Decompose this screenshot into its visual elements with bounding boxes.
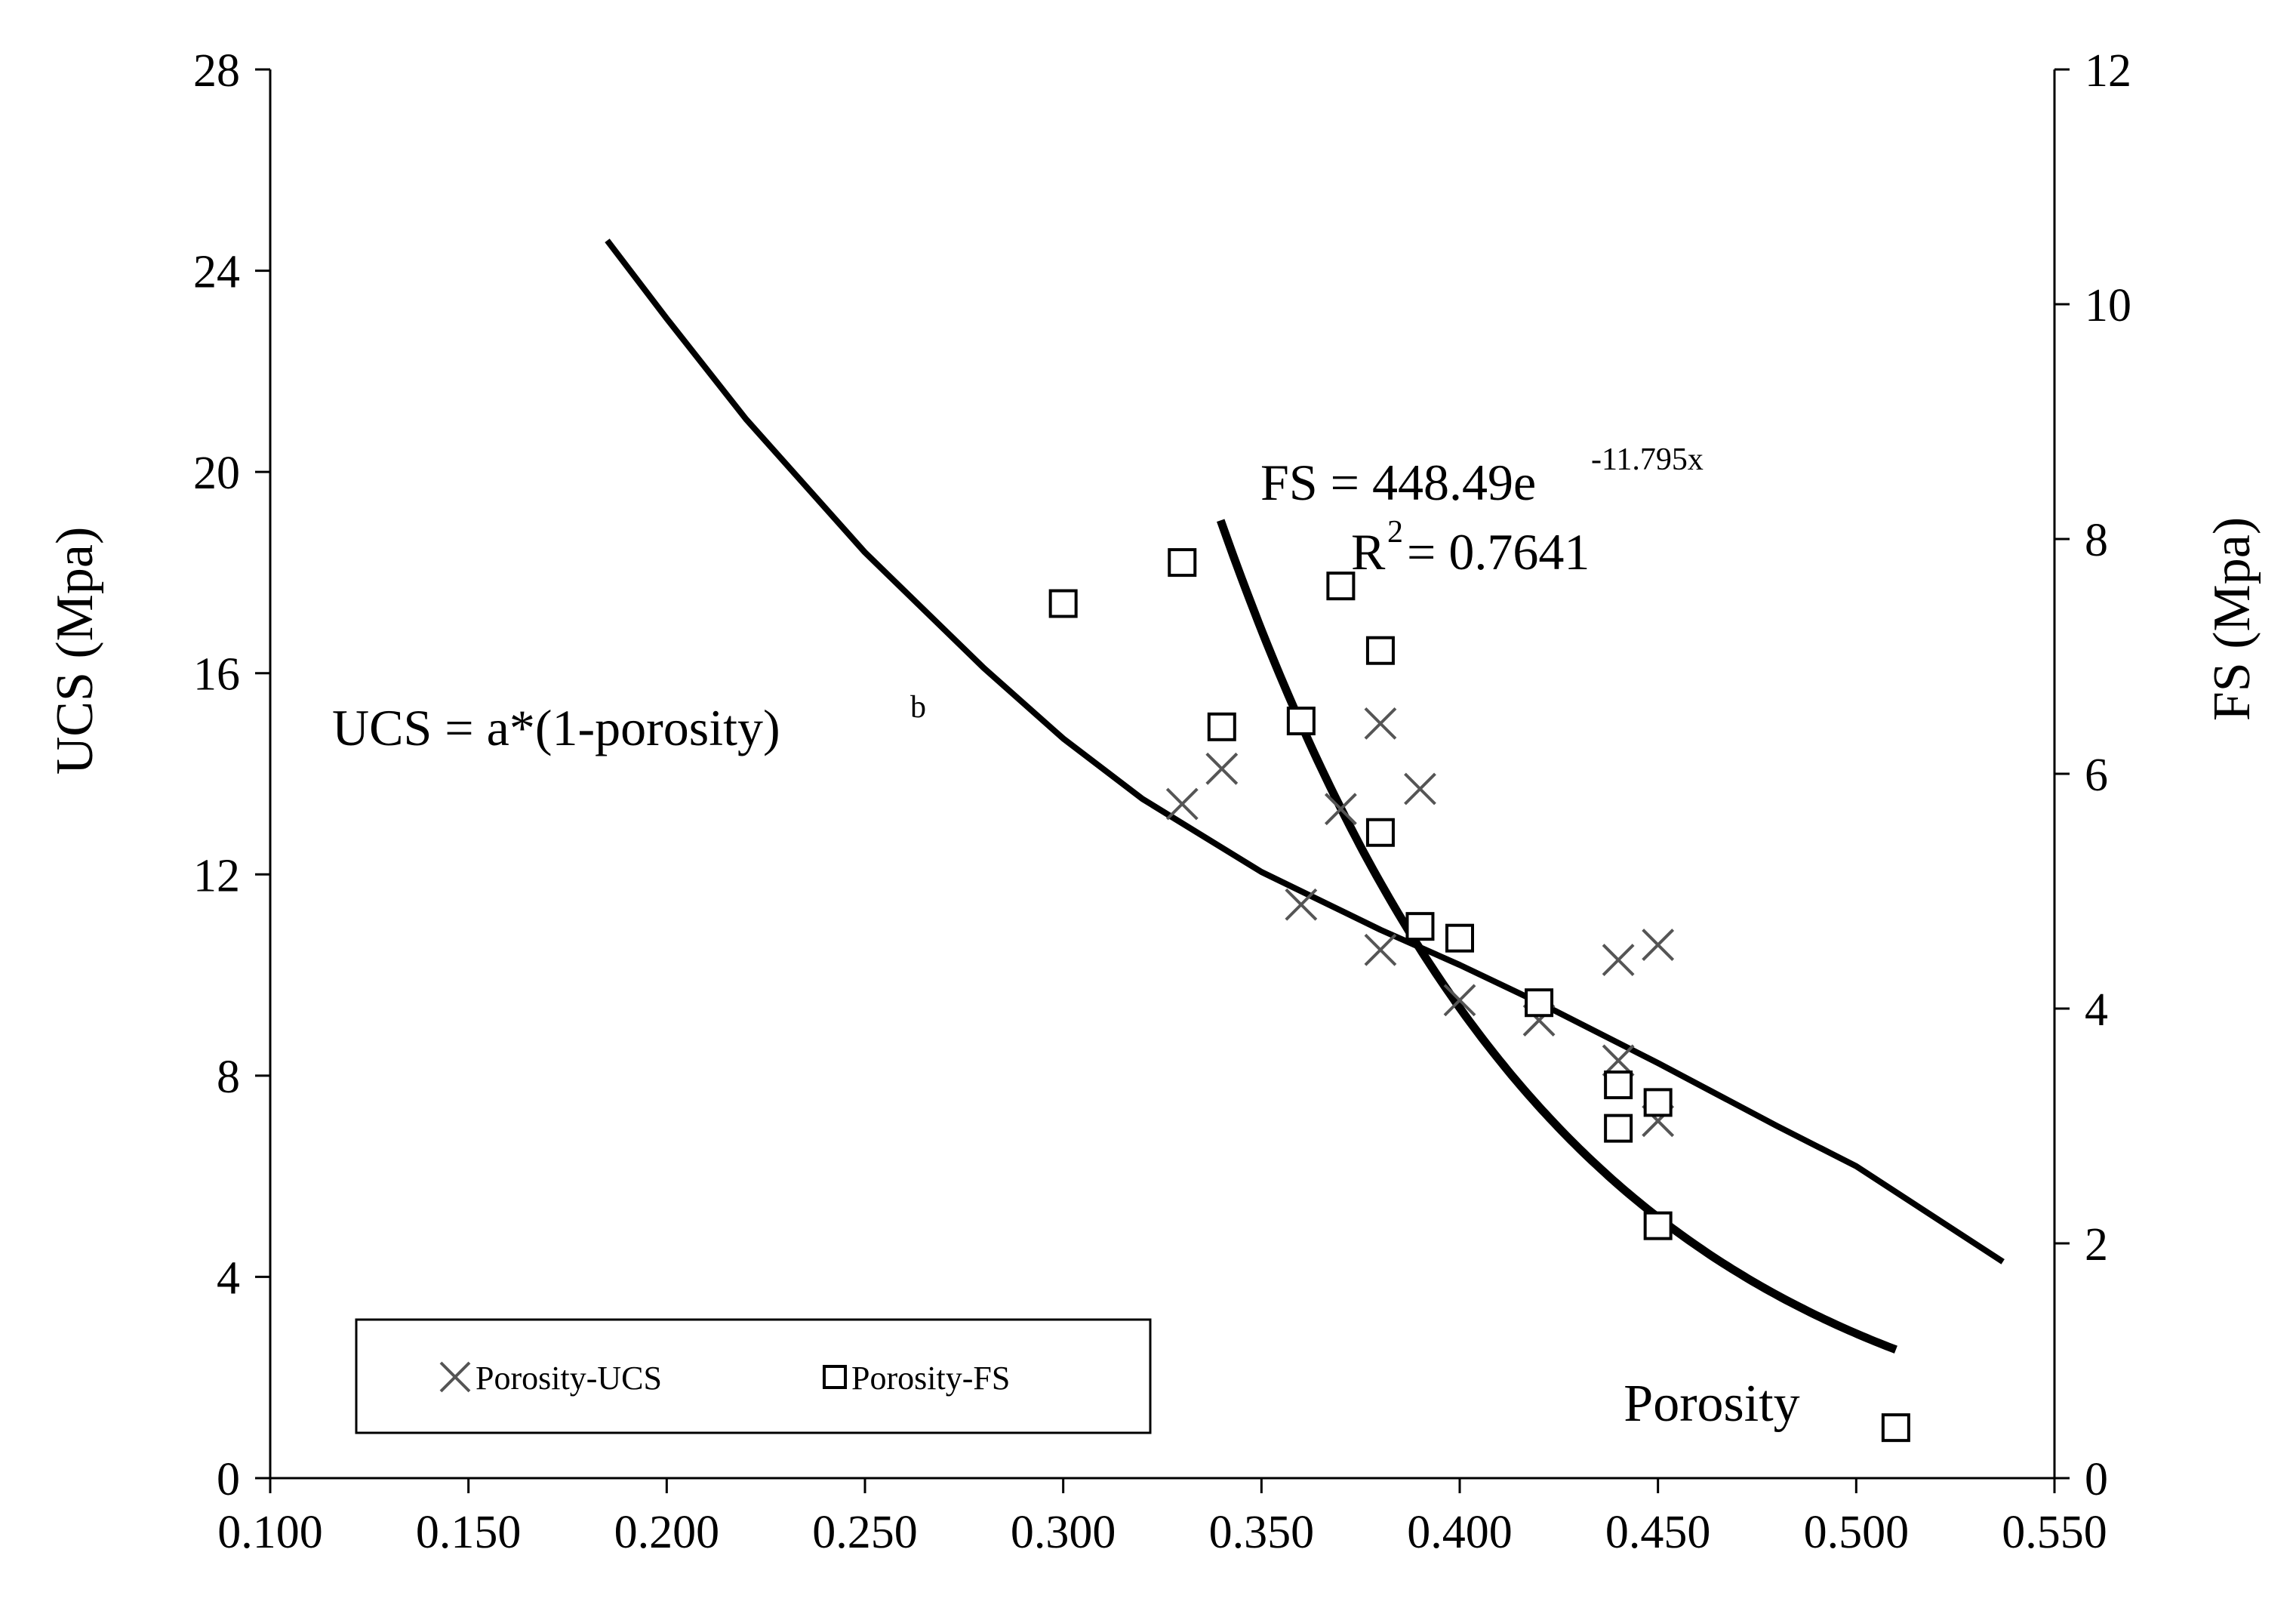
- ucs-point-stroke: [1205, 752, 1239, 785]
- r2-label: R: [1351, 523, 1386, 581]
- fs-point-square: [1405, 912, 1435, 941]
- x-tick-label: 0.350: [1209, 1507, 1315, 1558]
- ucs-point-x: [1364, 707, 1397, 740]
- ucs-point-stroke: [1364, 933, 1397, 966]
- x-tick-label: 0.300: [1011, 1507, 1116, 1558]
- y-right-axis-label: FS (Mpa): [2203, 517, 2261, 721]
- y-left-axis-label: UCS (Mpa): [46, 527, 104, 775]
- y-right-tick-label: 10: [2085, 280, 2131, 331]
- fs-point-square: [1525, 988, 1554, 1018]
- fs-point-square: [1168, 548, 1197, 578]
- ucs-fit-equation: UCS = a*(1-porosity) b: [332, 690, 926, 756]
- fs-equation-text: FS = 448.49e: [1260, 454, 1536, 511]
- r2-superscript: 2: [1387, 515, 1403, 550]
- fs-point-square: [1643, 1211, 1673, 1240]
- y-left-tick-label: 0: [217, 1454, 240, 1505]
- ucs-equation-superscript: b: [910, 690, 926, 725]
- fs-fit-equation: FS = 448.49e -11.795x R 2 = 0.7641: [1260, 442, 1704, 581]
- y-left-tick-label: 12: [193, 850, 240, 901]
- ucs-power-fit-line: [605, 239, 2005, 1264]
- ucs-point-stroke: [1602, 944, 1635, 976]
- y-right-tick-label: 0: [2085, 1454, 2108, 1505]
- y-left-tick-label: 8: [217, 1052, 240, 1103]
- fit-lines: [605, 239, 2005, 1354]
- x-axis-label: Porosity: [1624, 1375, 1799, 1433]
- ucs-point-x: [1443, 984, 1476, 1017]
- fs-point-square: [1604, 1070, 1633, 1100]
- fs-point-square: [1326, 571, 1356, 601]
- fs-exponential-fit-line: [1217, 519, 1897, 1354]
- fs-point-square: [1286, 707, 1316, 736]
- fs-point-square: [1643, 1088, 1673, 1117]
- legend-marker-x-icon: [439, 1361, 471, 1393]
- legend-marker-square-icon: [823, 1365, 847, 1389]
- legend-box: [355, 1318, 1152, 1434]
- y-left-tick-label: 4: [217, 1252, 240, 1304]
- ucs-point-x: [1602, 944, 1635, 976]
- ucs-point-x: [1165, 787, 1199, 821]
- y-left-tick-label: 24: [193, 247, 240, 298]
- y-right-tick-label: 6: [2085, 750, 2108, 801]
- ucs-point-stroke: [1364, 707, 1397, 740]
- fs-point-square: [1048, 589, 1078, 618]
- fs-point-square: [1881, 1413, 1910, 1443]
- ucs-point-stroke: [1324, 793, 1357, 826]
- x-tick-label: 0.250: [812, 1507, 918, 1558]
- ucs-point-x: [1404, 772, 1436, 806]
- x-tick-label: 0.100: [217, 1507, 323, 1558]
- ucs-point-x: [1364, 933, 1397, 966]
- fs-point-square: [1207, 712, 1236, 741]
- ucs-point-stroke: [1165, 787, 1199, 821]
- ticks: 0.100 0.150 0.200 0.250 0.300 0.350 0.400 0.450…: [193, 45, 2131, 1558]
- y-right-tick-label: 12: [2085, 45, 2131, 97]
- ucs-point-stroke: [1404, 772, 1436, 806]
- x-tick-label: 0.400: [1407, 1507, 1513, 1558]
- x-tick-label: 0.200: [614, 1507, 720, 1558]
- ucs-point-x: [1205, 752, 1239, 785]
- r2-value: = 0.7641: [1407, 523, 1590, 581]
- ucs-point-stroke: [1443, 984, 1476, 1017]
- y-right-tick-label: 4: [2085, 984, 2108, 1036]
- legend: Porosity-UCS Porosity-FS: [355, 1318, 1152, 1434]
- fs-point-square: [1365, 818, 1395, 847]
- fs-point-square: [1365, 636, 1395, 665]
- ucs-equation-text: UCS = a*(1-porosity): [332, 699, 780, 756]
- ucs-point-stroke: [1285, 888, 1318, 921]
- y-right-tick-label: 8: [2085, 515, 2108, 566]
- fs-equation-superscript: -11.795x: [1591, 442, 1704, 477]
- ucs-point-x: [1642, 929, 1675, 961]
- fs-point-square: [1445, 923, 1474, 953]
- data-points: [1048, 548, 1910, 1443]
- y-left-tick-label: 28: [193, 45, 240, 97]
- x-tick-label: 0.150: [416, 1507, 522, 1558]
- x-tick-label: 0.550: [2002, 1507, 2107, 1558]
- y-right-tick-label: 2: [2085, 1219, 2108, 1271]
- ucs-point-x: [1324, 793, 1357, 826]
- axes: [269, 69, 2056, 1480]
- fs-point-square: [1604, 1114, 1633, 1143]
- x-tick-label: 0.500: [1804, 1507, 1910, 1558]
- ucs-point-stroke: [1642, 929, 1675, 961]
- y-left-tick-label: 20: [193, 448, 240, 499]
- legend-label-fs: Porosity-FS: [851, 1360, 1010, 1397]
- y-left-tick-label: 16: [193, 649, 240, 701]
- x-tick-label: 0.450: [1605, 1507, 1711, 1558]
- ucs-point-x: [1285, 888, 1318, 921]
- legend-label-ucs: Porosity-UCS: [476, 1360, 662, 1397]
